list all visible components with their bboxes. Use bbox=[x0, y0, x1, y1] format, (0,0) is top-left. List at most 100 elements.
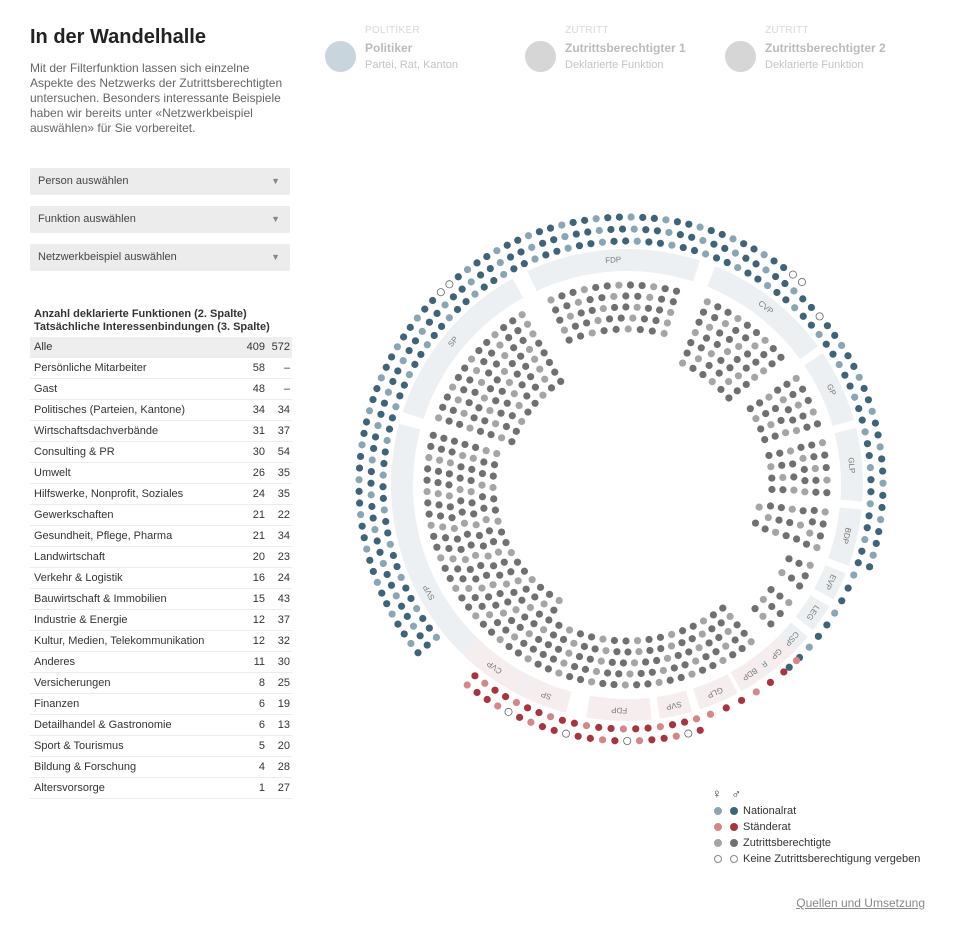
zutrittsberechtigte-dot[interactable] bbox=[429, 431, 437, 439]
zutrittsberechtigte-dot[interactable] bbox=[638, 281, 646, 290]
staenderat-member[interactable] bbox=[752, 688, 760, 696]
nationalrat-member[interactable] bbox=[740, 240, 748, 248]
nationalrat-member[interactable] bbox=[575, 242, 584, 250]
zutrittsberechtigte-dot[interactable] bbox=[497, 409, 505, 417]
zutrittsberechtigte-dot[interactable] bbox=[640, 315, 649, 323]
zutrittsberechtigte-dot[interactable] bbox=[505, 642, 513, 651]
zutrittsberechtigte-dot[interactable] bbox=[699, 370, 707, 379]
nationalrat-member[interactable] bbox=[598, 238, 607, 246]
zutrittsberechtigte-dot[interactable] bbox=[544, 641, 552, 649]
zutrittsberechtigte-dot[interactable] bbox=[475, 531, 484, 540]
zutrittsberechtigte-dot[interactable] bbox=[448, 448, 456, 456]
zutrittsberechtigte-dot[interactable] bbox=[454, 373, 462, 382]
nationalrat-member[interactable] bbox=[844, 584, 852, 592]
nationalrat-member[interactable] bbox=[866, 500, 874, 508]
zutrittsberechtigte-dot[interactable] bbox=[565, 626, 574, 634]
zutrittsberechtigte-dot[interactable] bbox=[466, 376, 474, 384]
zutrittsberechtigte-dot[interactable] bbox=[591, 645, 599, 653]
nationalrat-member[interactable] bbox=[377, 410, 385, 418]
zutrittsberechtigte-dot[interactable] bbox=[656, 633, 665, 641]
nationalrat-member[interactable] bbox=[357, 511, 365, 519]
nationalrat-member[interactable] bbox=[379, 559, 387, 568]
zutrittsberechtigte-dot[interactable] bbox=[519, 336, 527, 345]
zutrittsberechtigte-dot[interactable] bbox=[582, 319, 591, 327]
table-row[interactable]: Wirtschaftsdachverbände 31 37 bbox=[30, 421, 292, 442]
nationalrat-member[interactable] bbox=[360, 534, 368, 542]
zutrittsberechtigte-dot[interactable] bbox=[752, 328, 761, 337]
zutrittsberechtigte-dot[interactable] bbox=[812, 476, 820, 484]
zutrittsberechtigte-dot[interactable] bbox=[489, 472, 497, 480]
nationalrat-member[interactable] bbox=[752, 260, 760, 268]
zutrittsberechtigte-dot[interactable] bbox=[445, 470, 453, 478]
zutrittsberechtigte-dot[interactable] bbox=[510, 390, 518, 398]
nationalrat-member[interactable] bbox=[432, 633, 441, 641]
zutrittsberechtigte-dot[interactable] bbox=[798, 385, 807, 393]
zutrittsberechtigte-dot[interactable] bbox=[799, 454, 807, 462]
zutrittsberechtigte-dot[interactable] bbox=[466, 565, 474, 574]
zutrittsberechtigte-dot[interactable] bbox=[424, 499, 432, 507]
nationalrat-member[interactable] bbox=[785, 663, 793, 671]
nationalrat-member[interactable] bbox=[877, 515, 885, 524]
nationalrat-member[interactable] bbox=[851, 393, 859, 401]
zutrittsberechtigte-dot[interactable] bbox=[756, 399, 764, 407]
staenderat-member[interactable] bbox=[538, 723, 547, 731]
nationalrat-member[interactable] bbox=[539, 239, 547, 247]
nationalrat-member[interactable] bbox=[639, 213, 647, 222]
nationalrat-member[interactable] bbox=[400, 630, 408, 638]
zutrittsberechtigte-dot[interactable] bbox=[470, 414, 478, 422]
staenderat-member[interactable] bbox=[481, 679, 489, 687]
nationalrat-member[interactable] bbox=[380, 399, 389, 407]
zutrittsberechtigte-dot[interactable] bbox=[448, 514, 456, 522]
nationalrat-member[interactable] bbox=[854, 559, 862, 567]
nationalrat-member[interactable] bbox=[662, 216, 670, 224]
nationalrat-member[interactable] bbox=[387, 581, 396, 589]
nationalrat-member[interactable] bbox=[665, 228, 673, 237]
zutrittsberechtigte-dot[interactable] bbox=[430, 532, 438, 540]
nationalrat-member[interactable] bbox=[374, 421, 382, 430]
nationalrat-member[interactable] bbox=[454, 273, 462, 281]
zutrittsberechtigte-dot[interactable] bbox=[785, 598, 793, 607]
zutrittsberechtigte-dot[interactable] bbox=[776, 592, 784, 600]
staenderat-member[interactable] bbox=[491, 686, 499, 694]
nationalrat-member[interactable] bbox=[528, 243, 536, 251]
nationalrat-member[interactable] bbox=[421, 305, 429, 313]
staenderat-member[interactable] bbox=[684, 729, 693, 738]
zutrittsberechtigte-dot[interactable] bbox=[525, 630, 533, 638]
zutrittsberechtigte-dot[interactable] bbox=[781, 429, 790, 437]
nationalrat-member[interactable] bbox=[394, 620, 402, 628]
staenderat-member[interactable] bbox=[656, 723, 664, 731]
nationalrat-member[interactable] bbox=[441, 301, 449, 309]
nationalrat-member[interactable] bbox=[542, 251, 550, 259]
zutrittsberechtigte-dot[interactable] bbox=[626, 281, 635, 289]
staenderat-member[interactable] bbox=[706, 710, 715, 718]
netzwerk-select[interactable]: Netzwerkbeispiel auswählen ▼ bbox=[30, 244, 290, 271]
zutrittsberechtigte-dot[interactable] bbox=[457, 463, 465, 471]
zutrittsberechtigte-dot[interactable] bbox=[518, 311, 526, 319]
zutrittsberechtigte-dot[interactable] bbox=[657, 295, 666, 303]
zutrittsberechtigte-dot[interactable] bbox=[460, 386, 468, 394]
staenderat-member[interactable] bbox=[648, 736, 656, 744]
staenderat-member[interactable] bbox=[598, 736, 607, 744]
staenderat-member[interactable] bbox=[696, 726, 704, 734]
nationalrat-member[interactable] bbox=[642, 226, 650, 234]
nationalrat-member[interactable] bbox=[865, 452, 873, 460]
zutrittsberechtigte-dot[interactable] bbox=[456, 474, 464, 482]
zutrittsberechtigte-dot[interactable] bbox=[801, 488, 809, 496]
zutrittsberechtigte-dot[interactable] bbox=[695, 644, 703, 652]
zutrittsberechtigte-dot[interactable] bbox=[475, 404, 483, 412]
zutrittsberechtigte-dot[interactable] bbox=[555, 669, 563, 677]
nationalrat-member[interactable] bbox=[879, 467, 887, 475]
zutrittsberechtigte-dot[interactable] bbox=[713, 340, 721, 349]
nationalrat-member[interactable] bbox=[496, 258, 504, 267]
zutrittsberechtigte-dot[interactable] bbox=[646, 293, 654, 301]
zutrittsberechtigte-dot[interactable] bbox=[816, 532, 825, 540]
nationalrat-member[interactable] bbox=[514, 236, 522, 244]
zutrittsberechtigte-dot[interactable] bbox=[642, 658, 650, 666]
zutrittsberechtigte-dot[interactable] bbox=[605, 315, 614, 323]
table-row[interactable]: Sport & Tourismus 5 20 bbox=[30, 736, 292, 757]
zutrittsberechtigte-dot[interactable] bbox=[800, 465, 808, 474]
zutrittsberechtigte-dot[interactable] bbox=[541, 375, 549, 383]
zutrittsberechtigte-dot[interactable] bbox=[576, 675, 585, 684]
zutrittsberechtigte-dot[interactable] bbox=[669, 298, 677, 306]
nationalrat-member[interactable] bbox=[867, 488, 875, 496]
